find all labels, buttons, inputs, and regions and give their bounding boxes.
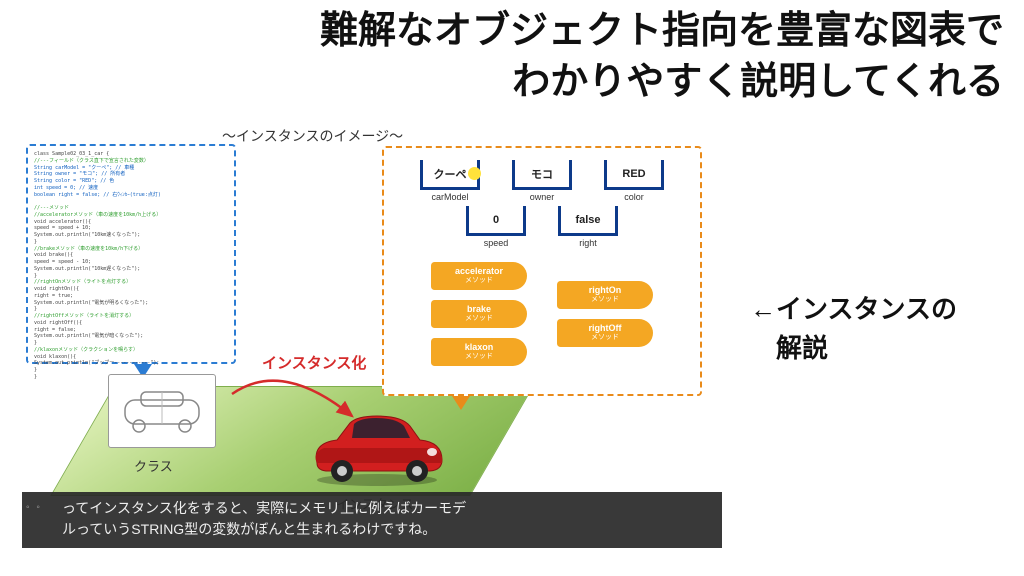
method-name: accelerator [455,267,503,277]
code-line: //acceleratorメソッド（車の速度を10km/h上げる） [34,212,228,219]
instance-car [302,408,452,488]
code-line: int speed = 0; // 速度 [34,185,228,192]
field-bracket: 0 [466,206,526,236]
code-line: String color = "RED"; // 色 [34,178,228,185]
code-line: speed = speed - 10; [34,259,228,266]
slide-heading: 難解なオブジェクト指向を豊富な図表で わかりやすく説明してくれる [20,6,1004,109]
code-line: void brake(){ [34,252,228,259]
method-sub: メソッド [465,315,493,323]
code-line: System.out.println("電気が暗くなった"); [34,333,228,340]
code-line: System.out.println("電気が明るくなった"); [34,300,228,307]
code-line: //klaxonメソッド（クラクションを鳴らす） [34,347,228,354]
field-owner: モコ owner [509,160,575,202]
heading-line-1: 難解なオブジェクト指向を豊富な図表で [20,6,1004,57]
instance-callout-leader [452,396,470,410]
field-name: right [555,238,621,248]
field-right: false right [555,206,621,248]
code-line: void rightOn(){ [34,286,228,293]
highlight-dot-icon [468,167,481,180]
code-line [34,198,228,205]
method-sub: メソッド [591,334,619,342]
annotation-line1: ←インスタンスの [750,290,1010,329]
subtitle-controls-icon[interactable]: ◦ ◦ [26,500,42,515]
field-name: speed [463,238,529,248]
subtitle-line-1: ってインスタンス化をすると、実際にメモリ上に例えばカーモデ [62,498,682,519]
annotation-line2: 解説 [750,329,1010,368]
code-line: right = true; [34,293,228,300]
method-row: acceleratorメソッドbrakeメソッドklaxonメソッド right… [394,262,690,366]
method-accelerator: acceleratorメソッド [431,262,527,290]
code-line: System.out.println("ブッブー------------"); [34,360,228,367]
code-line: //brakeメソッド（車の速度を10km/h下げる） [34,246,228,253]
code-line: } [34,306,228,313]
code-callout: class Sample02_03_1_car { //---フィールド（クラス… [26,144,236,364]
class-label: クラス [134,456,173,475]
subtitle-line-2: ルっていうSTRING型の変数がぼんと生まれるわけですね。 [62,519,682,540]
method-klaxon: klaxonメソッド [431,338,527,366]
code-line: System.out.println("10km遅くなった"); [34,266,228,273]
field-name: color [601,192,667,202]
method-brake: brakeメソッド [431,300,527,328]
blueprint-car-icon [117,386,207,436]
code-line: boolean right = false; // 右ｳｨﾝｶｰ(true:点灯… [34,192,228,199]
method-sub: メソッド [591,296,619,304]
code-line: void accelerator(){ [34,219,228,226]
method-col-right: rightOnメソッドrightOffメソッド [557,262,653,366]
code-line: class Sample02_03_1_car { [34,151,228,158]
field-bracket: RED [604,160,664,190]
heading-line-2: わかりやすく説明してくれる [20,57,1004,108]
instance-callout: クーペ carModel モコ owner RED color 0 speed false ri… [382,146,702,396]
side-annotation: ←インスタンスの 解説 [750,290,1010,368]
code-line: //---フィールド（クラス直下で宣言された変数） [34,158,228,165]
code-line: System.out.println("10km速くなった"); [34,232,228,239]
code-line: speed = speed + 10; [34,225,228,232]
field-color: RED color [601,160,667,202]
field-row-2: 0 speed false right [394,206,690,248]
code-line: } [34,340,228,347]
method-name: rightOff [589,324,622,334]
instantiation-label: インスタンス化 [262,352,366,373]
code-line: //rightOnメソッド（ライトを点灯する） [34,279,228,286]
code-line: //rightOffメソッド（ライトを消灯する） [34,313,228,320]
method-name: brake [467,305,491,315]
method-name: klaxon [465,343,494,353]
code-line: } [34,239,228,246]
diagram-area: 〜インスタンスのイメージ〜 class Sample02_03_1_car { … [22,126,722,526]
method-col-left: acceleratorメソッドbrakeメソッドklaxonメソッド [431,262,527,366]
method-name: rightOn [589,286,622,296]
field-name: owner [509,192,575,202]
field-carModel: クーペ carModel [417,160,483,202]
field-row-1: クーペ carModel モコ owner RED color [394,160,690,202]
diagram-title: 〜インスタンスのイメージ〜 [222,126,403,146]
method-sub: メソッド [465,353,493,361]
field-bracket: false [558,206,618,236]
field-speed: 0 speed [463,206,529,248]
field-bracket: モコ [512,160,572,190]
class-blueprint [108,374,216,448]
code-line: //---メソッド [34,205,228,212]
code-line: String owner = "モコ"; // 所有者 [34,171,228,178]
code-line: } [34,367,228,374]
field-name: carModel [417,192,483,202]
field-bracket: クーペ [420,160,480,190]
method-rightOff: rightOffメソッド [557,319,653,347]
method-rightOn: rightOnメソッド [557,281,653,309]
red-car-icon [302,408,452,488]
code-line: void rightOff(){ [34,320,228,327]
video-subtitle-bar: ◦ ◦ ってインスタンス化をすると、実際にメモリ上に例えばカーモデ ルっていうS… [22,492,722,548]
method-sub: メソッド [465,277,493,285]
